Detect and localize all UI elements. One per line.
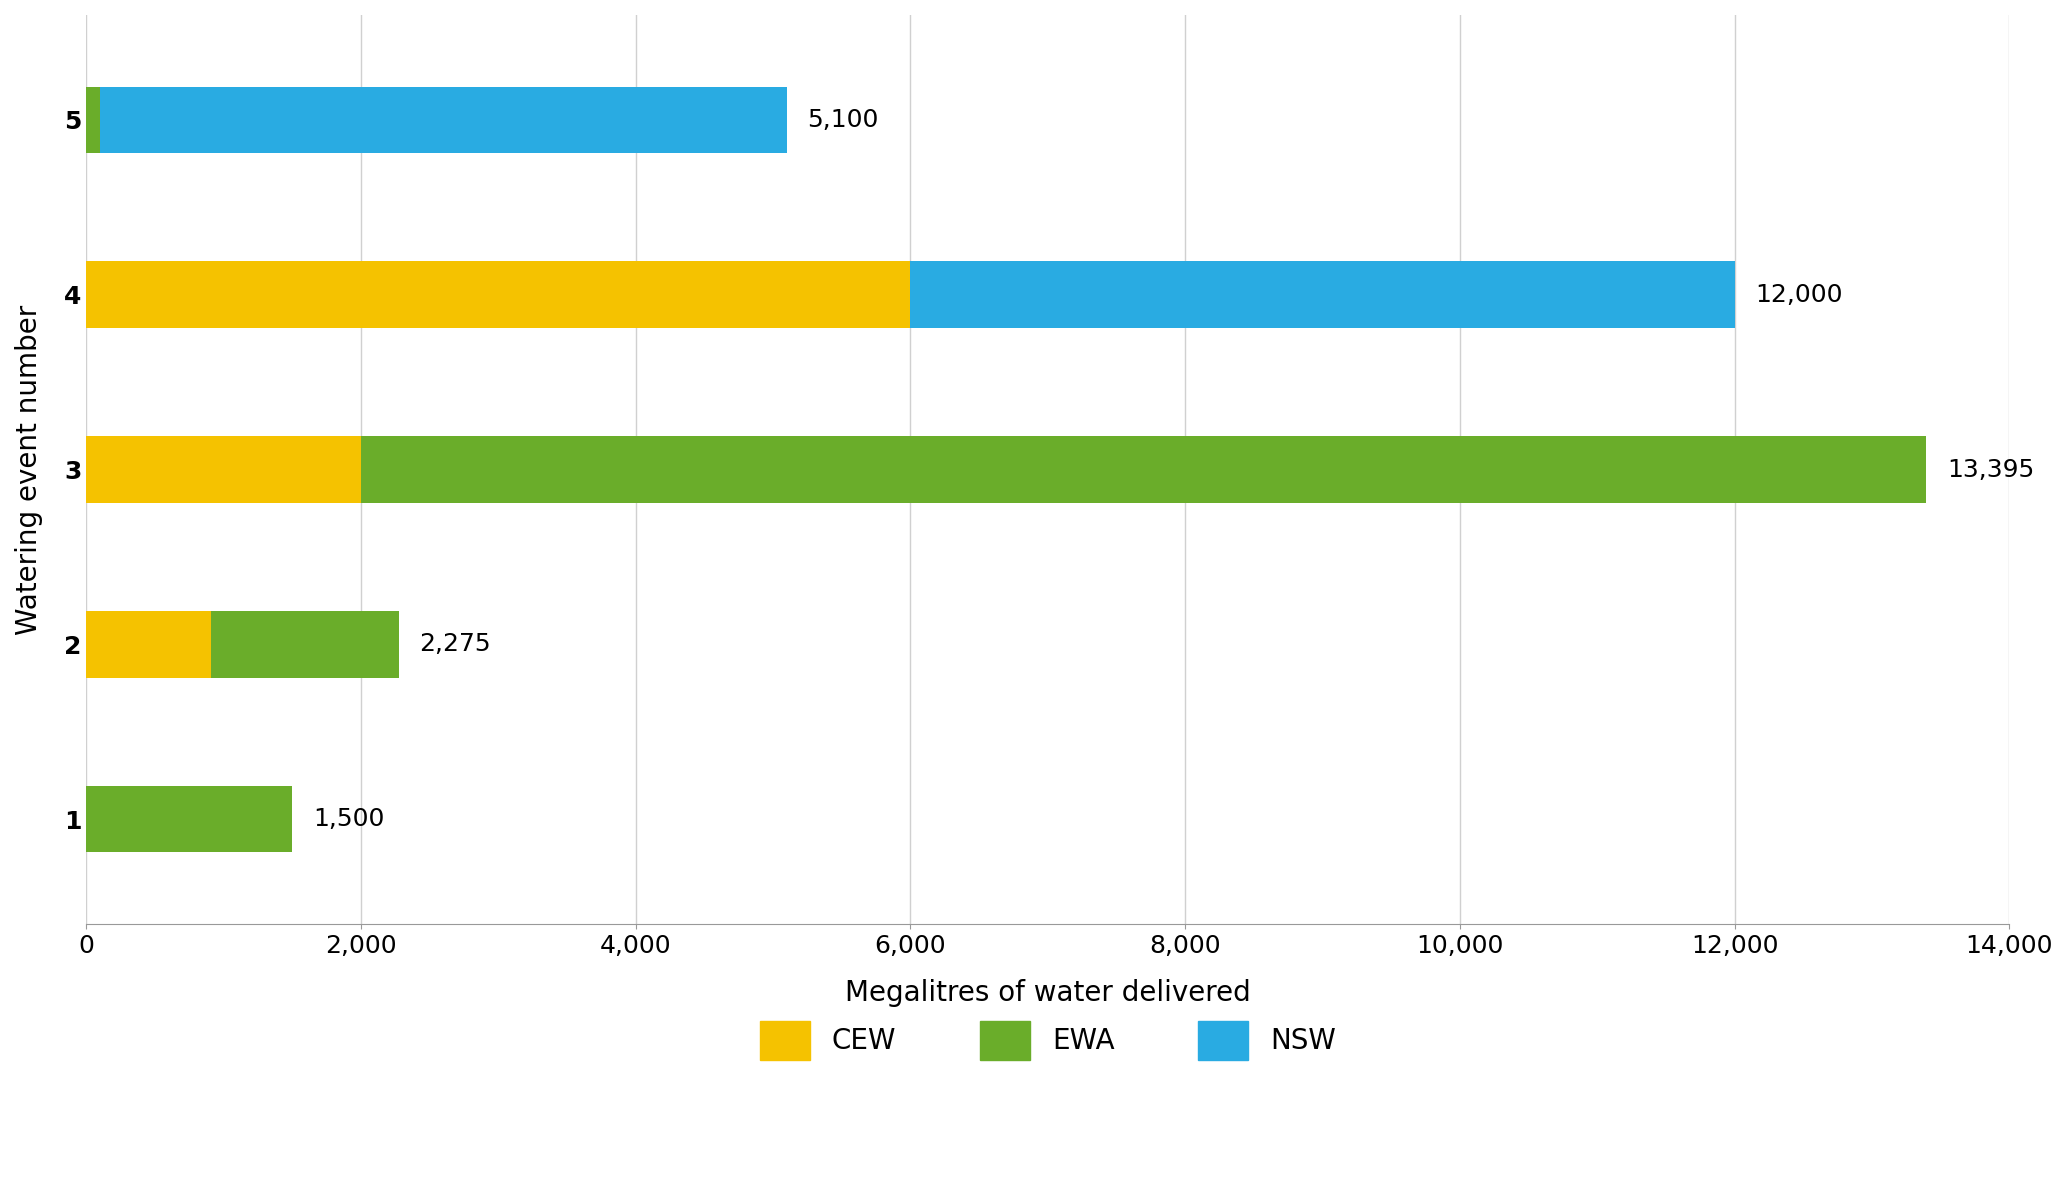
- Y-axis label: Watering event number: Watering event number: [14, 304, 43, 635]
- Bar: [87, 262, 910, 328]
- Legend: CEW, EWA, NSW: CEW, EWA, NSW: [747, 1006, 1350, 1074]
- Bar: [910, 262, 1735, 328]
- Text: 12,000: 12,000: [1756, 283, 1843, 307]
- Bar: [211, 611, 399, 677]
- X-axis label: Megalitres of water delivered: Megalitres of water delivered: [846, 979, 1251, 1006]
- Bar: [99, 86, 786, 153]
- Text: 1,500: 1,500: [312, 807, 385, 831]
- Bar: [87, 86, 99, 153]
- Bar: [362, 437, 1925, 503]
- Bar: [87, 437, 362, 503]
- Bar: [87, 786, 292, 852]
- Text: 5,100: 5,100: [807, 108, 879, 131]
- Text: 13,395: 13,395: [1946, 457, 2035, 482]
- Text: 2,275: 2,275: [420, 632, 490, 656]
- Bar: [87, 611, 211, 677]
